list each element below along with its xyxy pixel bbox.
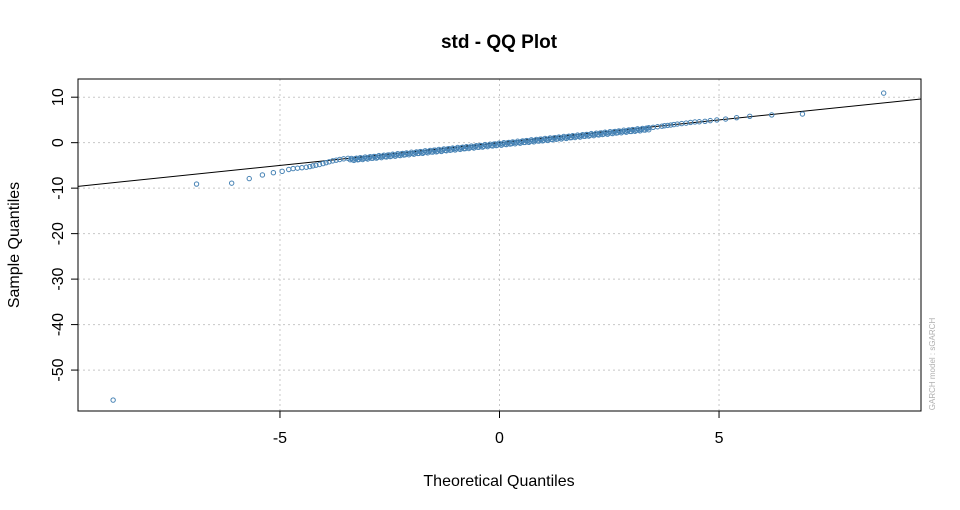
- data-point: [707, 117, 713, 124]
- x-axis: -5 0 5: [273, 411, 724, 447]
- reference-line-group: [77, 98, 922, 187]
- data-point: [110, 397, 116, 403]
- data-point: [546, 136, 552, 142]
- data-point: [307, 163, 313, 170]
- data-point: [573, 133, 580, 140]
- data-point: [407, 150, 413, 157]
- data-point: [193, 181, 200, 187]
- data-point: [799, 111, 806, 117]
- data-point: [259, 172, 266, 178]
- data-point: [499, 141, 506, 147]
- data-point: [668, 122, 674, 128]
- y-tick-label: 10: [50, 88, 67, 106]
- data-point: [646, 127, 652, 133]
- y-tick-label: -50: [50, 358, 67, 381]
- data-point: [329, 158, 336, 164]
- data-points: [110, 90, 887, 403]
- x-axis-label: Theoretical Quantiles: [423, 473, 574, 490]
- data-point: [486, 142, 492, 148]
- data-point: [333, 157, 339, 163]
- data-point: [671, 121, 677, 128]
- data-point: [379, 153, 386, 159]
- model-note: GARCH model : sGARCH: [928, 318, 937, 411]
- data-point: [228, 180, 235, 186]
- data-point: [722, 116, 729, 122]
- data-point: [310, 163, 316, 169]
- y-tick-label: 0: [50, 138, 67, 147]
- data-point: [347, 157, 353, 163]
- data-point: [769, 112, 775, 118]
- data-point: [733, 114, 740, 121]
- y-tick-label: -20: [50, 222, 67, 245]
- data-point: [303, 164, 310, 170]
- data-point: [674, 121, 681, 127]
- data-point: [664, 122, 671, 129]
- data-point: [513, 139, 520, 146]
- data-point: [323, 159, 329, 166]
- data-point: [606, 130, 612, 136]
- x-tick-label: 0: [495, 430, 504, 447]
- chart-title: std - QQ Plot: [441, 32, 558, 53]
- data-point: [393, 152, 400, 158]
- data-point: [361, 155, 367, 162]
- y-axis: 10 0 -10 -20 -30 -40 -50: [50, 88, 78, 382]
- x-tick-label: 5: [715, 430, 724, 447]
- data-point: [320, 160, 326, 167]
- y-axis-label: Sample Quantiles: [6, 182, 23, 308]
- data-point: [286, 166, 292, 173]
- data-point: [246, 175, 252, 182]
- data-point: [592, 131, 598, 137]
- data-point: [619, 128, 626, 135]
- qq-reference-line: [77, 98, 922, 187]
- data-point: [299, 164, 305, 171]
- y-tick-label: -40: [50, 313, 67, 336]
- data-point: [747, 113, 753, 119]
- data-point: [294, 165, 301, 171]
- data-point: [439, 147, 446, 153]
- data-point: [453, 146, 460, 152]
- data-point: [714, 117, 720, 123]
- grid-lines: [78, 79, 921, 411]
- y-tick-label: -10: [50, 176, 67, 199]
- data-point: [270, 169, 277, 176]
- data-point: [279, 168, 285, 175]
- data-point: [326, 159, 332, 165]
- data-point: [313, 162, 319, 168]
- data-point: [702, 118, 708, 124]
- data-point: [559, 135, 566, 141]
- x-tick-label: -5: [273, 430, 287, 447]
- data-point: [661, 123, 668, 129]
- data-point: [290, 165, 296, 172]
- data-point: [467, 144, 473, 151]
- y-tick-label: -30: [50, 267, 67, 290]
- data-point: [316, 161, 323, 168]
- data-point: [880, 90, 887, 96]
